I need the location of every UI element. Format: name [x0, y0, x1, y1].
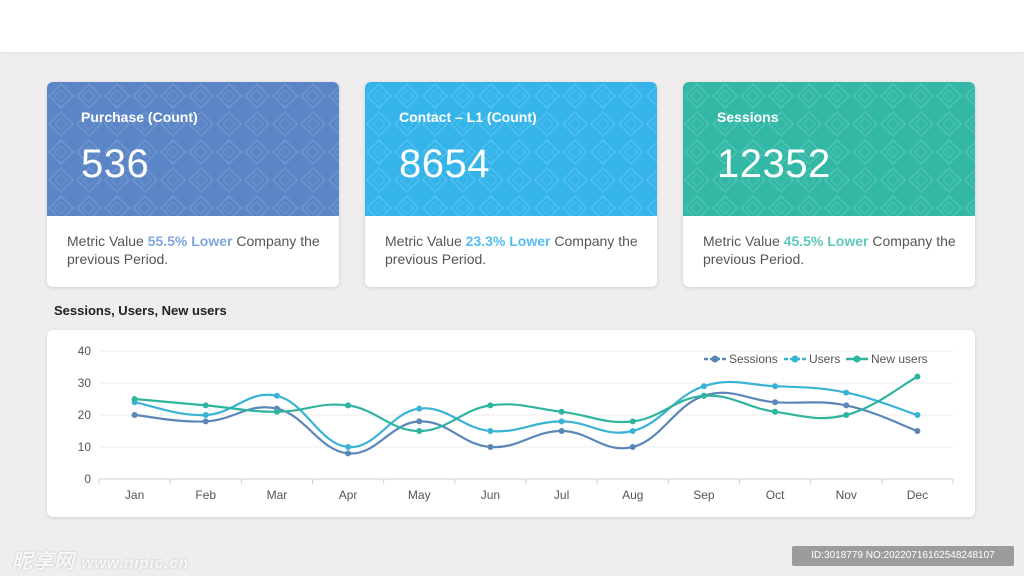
- line-chart-card: 0 10 20 30 40 Jan Feb Mar Apr May Jun Jul Aug Sep Oct…: [47, 330, 975, 517]
- data-point[interactable]: [558, 418, 565, 425]
- data-point[interactable]: [416, 405, 423, 412]
- metric-change: 55.5% Lower: [147, 233, 233, 249]
- legend-item[interactable]: Users: [784, 352, 840, 366]
- x-tick-label: Jul: [554, 488, 569, 502]
- series-users: [131, 380, 921, 450]
- data-point[interactable]: [772, 399, 779, 406]
- metric-card-sessions[interactable]: Sessions 12352 Metric Value 45.5% Lower …: [683, 82, 975, 287]
- metric-card-header: Contact – L1 (Count) 8654: [365, 82, 657, 216]
- data-point[interactable]: [914, 373, 921, 380]
- diamond-pattern: [47, 82, 339, 216]
- x-tick-label: Mar: [267, 488, 288, 502]
- metric-value: 12352: [717, 142, 831, 186]
- data-point[interactable]: [843, 389, 850, 396]
- chart-grid: [98, 350, 954, 484]
- diamond-pattern: [365, 82, 657, 216]
- metric-value: 536: [81, 142, 150, 186]
- x-tick-label: Oct: [766, 488, 785, 502]
- data-point[interactable]: [629, 418, 636, 425]
- metric-card-contact[interactable]: Contact – L1 (Count) 8654 Metric Value 2…: [365, 82, 657, 287]
- data-point[interactable]: [202, 418, 209, 425]
- series-new-users: [131, 373, 921, 434]
- legend-item[interactable]: Sessions: [704, 352, 778, 366]
- chart-title: Sessions, Users, New users: [54, 303, 227, 318]
- data-point[interactable]: [843, 412, 850, 418]
- legend-label: Sessions: [729, 352, 778, 366]
- metric-card-purchase[interactable]: Purchase (Count) 536 Metric Value 55.5% …: [47, 82, 339, 287]
- x-tick-label: Aug: [622, 488, 643, 502]
- metric-change: 45.5% Lower: [783, 233, 869, 249]
- chart-legend: Sessions Users New users: [704, 352, 928, 366]
- metric-change: 23.3% Lower: [465, 233, 551, 249]
- watermark-id: ID:3018779 NO:20220716162548248107: [792, 546, 1014, 566]
- data-point[interactable]: [487, 444, 494, 450]
- legend-label: New users: [871, 352, 928, 366]
- metric-title: Sessions: [717, 109, 779, 125]
- series-sessions: [131, 391, 921, 457]
- y-tick-label: 40: [78, 344, 92, 358]
- x-tick-label: Jan: [125, 488, 144, 502]
- x-tick-label: Sep: [693, 488, 715, 502]
- data-point[interactable]: [700, 383, 707, 390]
- chart-series: [131, 373, 921, 457]
- data-point[interactable]: [273, 392, 280, 399]
- data-point[interactable]: [345, 444, 352, 450]
- metric-title: Contact – L1 (Count): [399, 109, 537, 125]
- y-tick-label: 10: [78, 440, 92, 454]
- metric-card-header: Purchase (Count) 536: [47, 82, 339, 216]
- data-point[interactable]: [772, 408, 779, 415]
- y-tick-label: 20: [78, 408, 92, 422]
- series-line: [134, 375, 918, 433]
- legend-label: Users: [809, 352, 840, 366]
- data-point[interactable]: [629, 444, 636, 450]
- data-point[interactable]: [131, 396, 138, 402]
- legend-item[interactable]: New users: [846, 352, 928, 366]
- data-point[interactable]: [487, 428, 494, 434]
- x-axis: Jan Feb Mar Apr May Jun Jul Aug Sep Oct Nov Dec: [125, 488, 928, 502]
- data-point[interactable]: [914, 428, 921, 434]
- data-point[interactable]: [843, 402, 850, 409]
- data-point[interactable]: [416, 418, 423, 425]
- data-point[interactable]: [487, 402, 494, 409]
- x-tick-label: Nov: [836, 488, 857, 502]
- data-point[interactable]: [202, 402, 209, 409]
- metric-description: Metric Value 45.5% Lower Company the pre…: [703, 233, 956, 267]
- diamond-pattern: [683, 82, 975, 216]
- legend-marker: [791, 355, 799, 363]
- data-point[interactable]: [558, 428, 565, 434]
- line-chart: 0 10 20 30 40 Jan Feb Mar Apr May Jun Jul Aug Sep Oct…: [78, 344, 954, 502]
- x-tick-label: May: [408, 488, 431, 502]
- data-point[interactable]: [131, 412, 138, 418]
- data-point[interactable]: [700, 392, 707, 399]
- metric-title: Purchase (Count): [81, 109, 198, 125]
- metric-description: Metric Value 23.3% Lower Company the pre…: [385, 233, 638, 267]
- x-tick-label: Jun: [481, 488, 500, 502]
- metric-value: 8654: [399, 142, 490, 186]
- y-axis: 0 10 20 30 40: [78, 344, 92, 486]
- data-point[interactable]: [772, 383, 779, 390]
- data-point[interactable]: [914, 412, 921, 418]
- data-point[interactable]: [629, 428, 636, 434]
- y-tick-label: 0: [84, 472, 91, 486]
- data-point[interactable]: [558, 408, 565, 415]
- legend-marker: [711, 355, 719, 363]
- y-tick-label: 30: [78, 376, 92, 390]
- legend-marker: [853, 355, 861, 363]
- metric-description: Metric Value 55.5% Lower Company the pre…: [67, 233, 320, 267]
- data-point[interactable]: [345, 402, 352, 409]
- metric-card-header: Sessions 12352: [683, 82, 975, 216]
- x-tick-label: Feb: [195, 488, 216, 502]
- data-point[interactable]: [273, 408, 280, 415]
- x-tick-label: Apr: [339, 488, 358, 502]
- watermark-brand: 昵享网 www.nipic.cn: [12, 551, 189, 573]
- data-point[interactable]: [345, 450, 352, 457]
- series-line: [134, 391, 918, 455]
- data-point[interactable]: [202, 412, 209, 418]
- top-bar: [0, 0, 1024, 52]
- data-point[interactable]: [416, 428, 423, 434]
- x-tick-label: Dec: [907, 488, 928, 502]
